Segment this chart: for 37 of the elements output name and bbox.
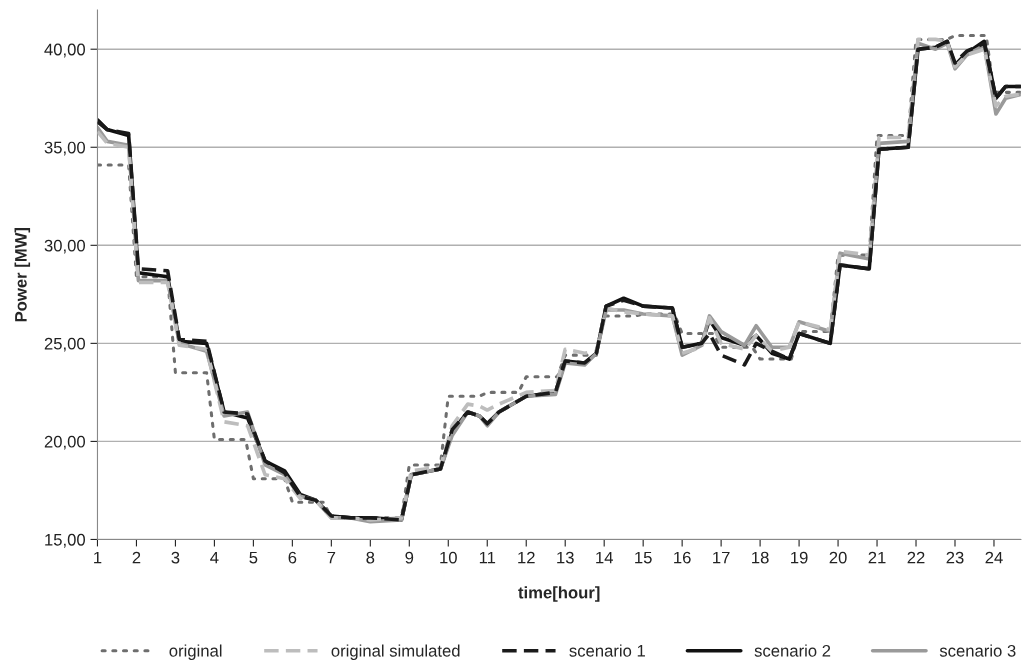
x-tick-label: 16: [674, 551, 691, 564]
y-axis-title: Power [MW]: [14, 227, 31, 322]
x-tick-label: 13: [557, 551, 574, 564]
x-tick-label: 6: [288, 551, 297, 564]
x-tick-label: 22: [907, 551, 925, 564]
x-tick-label: 19: [791, 551, 808, 564]
x-tick-label: 14: [596, 551, 613, 564]
x-tick-label: 4: [210, 551, 219, 564]
x-tick-label: 5: [249, 551, 258, 564]
x-axis-title: time[hour]: [518, 586, 600, 602]
x-tick-label: 12: [518, 551, 535, 564]
y-tick-label: 25,00: [44, 337, 86, 352]
legend-label: original: [169, 644, 222, 661]
x-tick-label: 24: [985, 551, 1003, 564]
y-tick-label: 15,00: [45, 533, 86, 548]
y-tick-label: 20,00: [44, 435, 86, 450]
x-tick-label: 3: [171, 551, 180, 564]
x-tick-label: 20: [829, 551, 847, 564]
x-tick-label: 7: [327, 551, 336, 564]
x-tick-label: 1: [94, 551, 102, 564]
x-tick-label: 21: [868, 551, 886, 564]
legend-label: scenario 2: [754, 644, 831, 657]
y-tick-label: 40,00: [44, 43, 86, 58]
legend-label: scenario 3: [939, 644, 1016, 657]
x-tick-label: 2: [132, 551, 141, 564]
y-tick-label: 30,00: [44, 239, 86, 254]
x-tick-label: 10: [440, 551, 457, 564]
legend-label: original simulated: [331, 644, 460, 661]
y-tick-label: 35,00: [44, 141, 86, 156]
x-tick-label: 17: [713, 551, 730, 564]
x-tick-label: 15: [635, 551, 652, 564]
x-tick-label: 11: [479, 551, 496, 564]
legend-label: scenario 1: [569, 644, 645, 657]
x-tick-label: 9: [405, 551, 414, 564]
x-tick-label: 8: [366, 551, 375, 564]
x-tick-label: 18: [752, 551, 769, 564]
x-tick-label: 23: [946, 551, 964, 564]
